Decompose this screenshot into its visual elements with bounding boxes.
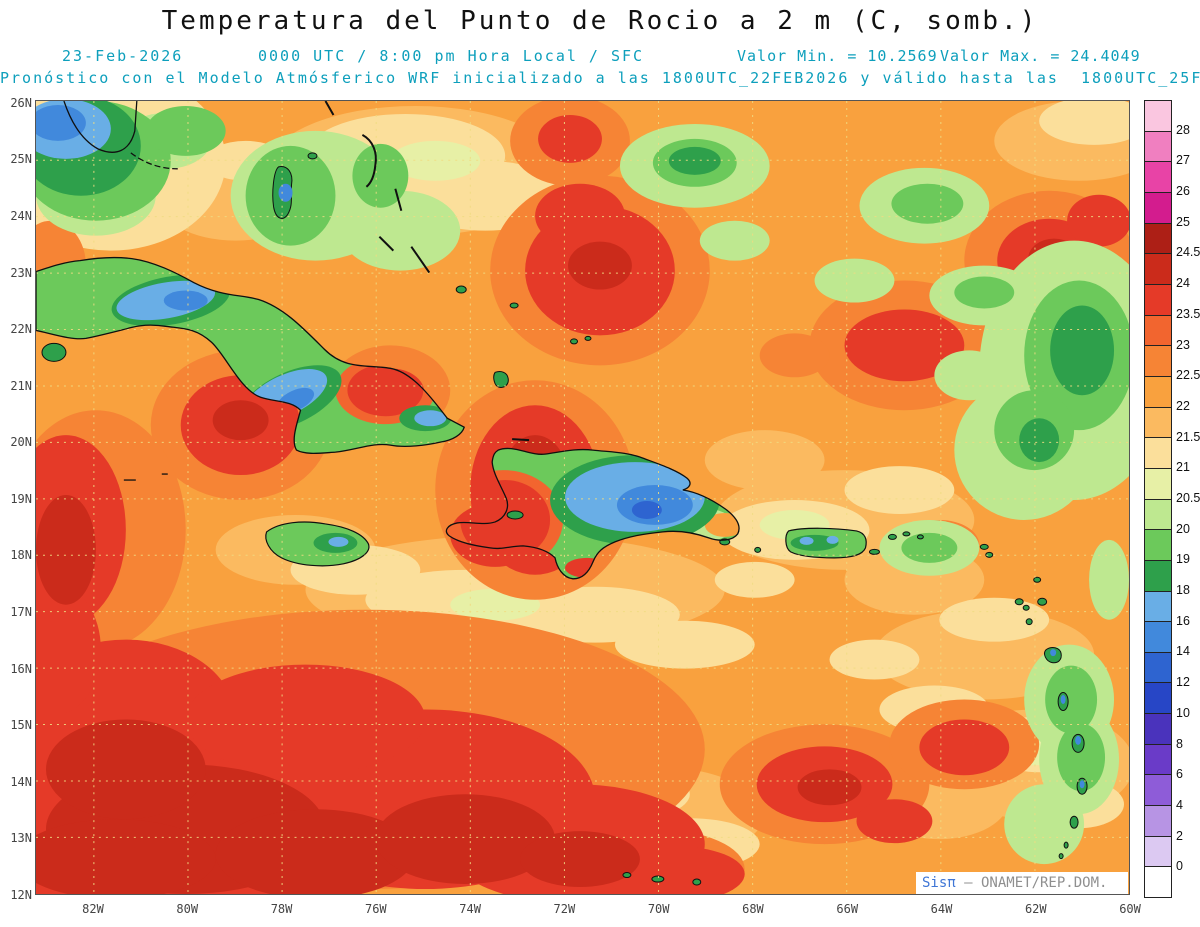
colorbar-segment: [1145, 437, 1171, 468]
colorbar-segment: [1145, 651, 1171, 683]
colorbar-segment: [1145, 406, 1171, 438]
colorbar-tick-label: 12: [1176, 675, 1190, 690]
island-blue-peaks: [278, 183, 1085, 789]
lat-tick-label: 18N: [10, 548, 32, 563]
colorbar-segment: [1145, 713, 1171, 744]
colorbar-tick-label: 20.5: [1176, 491, 1200, 505]
page-title: Temperatura del Punto de Rocio a 2 m (C,…: [161, 6, 1039, 36]
colorbar-tick-label: 21: [1176, 460, 1190, 475]
colorbar-segment: [1145, 161, 1171, 192]
colorbar-segment: [1145, 559, 1171, 591]
colorbar-tick-label: 14: [1176, 644, 1190, 659]
colorbar-tick-label: 25: [1176, 214, 1190, 229]
model-info-line: Pronóstico con el Modelo Atmósferico WRF…: [0, 69, 1200, 87]
colorbar-segment: [1145, 805, 1171, 836]
colorbar-segment: [1145, 253, 1171, 284]
lon-tick-label: 72W: [553, 902, 576, 916]
colorbar-segment: [1145, 283, 1171, 315]
value-max-label: Valor Max. = 24.4049: [940, 47, 1141, 65]
watermark-text: – ONAMET/REP.DOM.: [955, 875, 1108, 891]
lon-tick-label: 74W: [459, 902, 481, 916]
colorbar: [1144, 100, 1172, 898]
lon-tick-label: 64W: [930, 902, 953, 916]
lat-tick-label: 26N: [10, 95, 32, 110]
dewpoint-shading-map: [36, 101, 1129, 894]
valid-date: 23-Feb-2026: [62, 47, 184, 65]
colorbar-segment: [1145, 101, 1171, 131]
colorbar-tick-label: 23.5: [1176, 306, 1200, 321]
lon-tick-label: 78W: [270, 902, 293, 916]
lon-tick-label: 82W: [82, 902, 104, 916]
lat-tick-label: 25N: [10, 152, 32, 167]
colorbar-segment: [1145, 866, 1171, 898]
valid-time: 0000 UTC / 8:00 pm Hora Local / SFC: [258, 47, 645, 65]
colorbar-tick-label: 27: [1176, 153, 1190, 168]
colorbar-tick-label: 21.5: [1176, 429, 1200, 444]
colorbar-tick-label: 28: [1176, 122, 1190, 137]
colorbar-segment: [1145, 191, 1171, 223]
lat-tick-label: 24N: [10, 208, 32, 223]
colorbar-segment: [1145, 314, 1171, 346]
lat-tick-label: 22N: [10, 322, 32, 337]
lon-tick-label: 80W: [176, 902, 199, 916]
colorbar-tick-label: 4: [1176, 797, 1183, 812]
colorbar-tick-label: 24: [1176, 276, 1190, 291]
colorbar-segment: [1145, 498, 1171, 530]
lat-tick-label: 23N: [10, 265, 32, 280]
colorbar-tick-label: 23: [1176, 337, 1190, 352]
colorbar-segment: [1145, 621, 1171, 652]
colorbar-tick-label: 22.5: [1176, 368, 1200, 383]
lat-tick-label: 21N: [10, 378, 32, 393]
lat-tick-label: 19N: [10, 491, 32, 506]
colorbar-tick-label: 20: [1176, 521, 1190, 536]
forecast-map: [35, 100, 1130, 895]
colorbar-tick-label: 16: [1176, 613, 1190, 628]
colorbar-segment: [1145, 222, 1171, 254]
colorbar-segment: [1145, 774, 1171, 806]
colorbar-tick-label: 6: [1176, 767, 1183, 782]
puerto-rico-island: [785, 527, 867, 559]
lat-tick-label: 20N: [10, 435, 32, 450]
lon-tick-label: 62W: [1024, 902, 1047, 916]
colorbar-tick-label: 19: [1176, 552, 1190, 567]
colorbar-tick-label: 24.5: [1176, 245, 1200, 260]
colorbar-segment: [1145, 682, 1171, 714]
colorbar-tick-label: 10: [1176, 705, 1190, 720]
watermark: Sisπ – ONAMET/REP.DOM.: [916, 872, 1128, 894]
colorbar-segment: [1145, 130, 1171, 162]
lon-tick-label: 76W: [364, 902, 387, 916]
lon-tick-label: 70W: [647, 902, 670, 916]
colorbar-segment: [1145, 743, 1171, 775]
colorbar-segment: [1145, 345, 1171, 376]
colorbar-tick-label: 0: [1176, 859, 1183, 874]
jamaica-island: [265, 521, 370, 567]
lat-tick-label: 15N: [10, 718, 32, 733]
lat-tick-label: 14N: [10, 774, 32, 789]
coastlines: [36, 101, 740, 580]
colorbar-tick-label: 8: [1176, 736, 1183, 751]
colorbar-tick-label: 2: [1176, 828, 1183, 843]
lat-tick-label: 13N: [10, 831, 32, 846]
colorbar-tick-label: 26: [1176, 184, 1190, 199]
latlon-gridlines: [36, 101, 1129, 894]
colorbar-segment: [1145, 467, 1171, 499]
value-min-label: Valor Min. = 10.2569: [737, 47, 938, 65]
lon-tick-label: 68W: [742, 902, 764, 916]
lon-tick-label: 60W: [1119, 902, 1141, 916]
watermark-brand: Sisπ: [922, 875, 956, 891]
colorbar-segment: [1145, 835, 1171, 867]
lat-tick-label: 17N: [10, 604, 32, 619]
colorbar-tick-label: 18: [1176, 583, 1190, 598]
colorbar-segment: [1145, 590, 1171, 622]
lat-tick-label: 12N: [10, 887, 32, 902]
colorbar-segment: [1145, 375, 1171, 407]
colorbar-segment: [1145, 529, 1171, 560]
colorbar-tick-label: 22: [1176, 398, 1190, 413]
lon-tick-label: 66W: [836, 902, 859, 916]
lat-tick-label: 16N: [10, 661, 32, 676]
